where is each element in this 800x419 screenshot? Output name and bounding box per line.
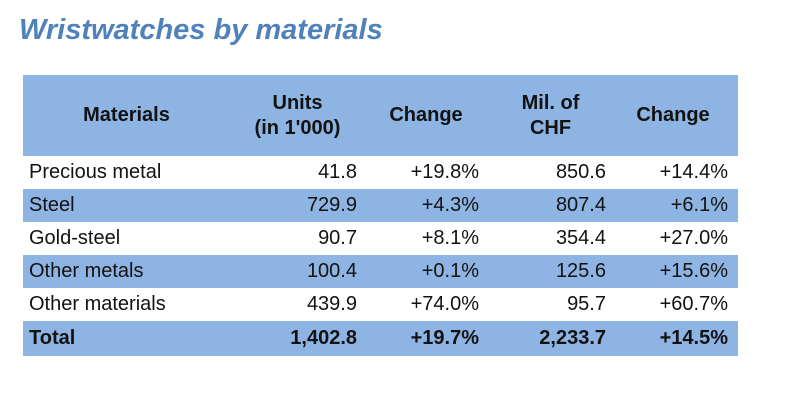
cell-units: 90.7	[318, 227, 357, 249]
cell-change-units: +74.0%	[410, 293, 479, 315]
cell-chf-total: 2,233.7	[487, 321, 614, 356]
header-cell-chf: Mil. of CHF	[487, 75, 614, 156]
cell-units: 100.4	[230, 255, 365, 288]
cell-chf: 807.4	[487, 189, 614, 222]
cell-material-total: Total	[23, 321, 230, 356]
header-cell-change-units: Change	[365, 75, 487, 156]
page-title: Wristwatches by materials	[19, 14, 383, 46]
cell-change-chf: +14.4%	[659, 161, 728, 183]
cell-chf: 354.4	[555, 227, 606, 249]
cell-material: Other materials	[29, 293, 166, 315]
cell-change-units: +19.8%	[410, 161, 479, 183]
table-body: Precious metal 41.8 +19.8% 850.6 +14.4% …	[23, 156, 738, 321]
cell-change-chf: +60.7%	[659, 293, 728, 315]
cell-change-chf: +27.0%	[659, 227, 728, 249]
cell-material: Steel	[23, 189, 230, 222]
cell-units: 729.9	[230, 189, 365, 222]
cell-units-total: 1,402.8	[230, 321, 365, 356]
table-row-other-materials: Other materials 439.9 +74.0% 95.7 +60.7%	[23, 288, 738, 321]
cell-material: Gold-steel	[29, 227, 121, 249]
cell-change-units: +0.1%	[365, 255, 487, 288]
table-header: Materials Units (in 1'000) Change Mil. o…	[23, 75, 738, 156]
header-cell-change-chf: Change	[614, 75, 738, 156]
cell-change-chf-total: +14.5%	[614, 321, 738, 356]
header-cell-materials: Materials	[23, 75, 230, 156]
table-row-gold-steel: Gold-steel 90.7 +8.1% 354.4 +27.0%	[23, 222, 738, 255]
cell-change-units-total: +19.7%	[365, 321, 487, 356]
cell-material: Other metals	[23, 255, 230, 288]
cell-material: Precious metal	[29, 161, 162, 183]
cell-chf: 95.7	[567, 293, 606, 315]
header-cell-units: Units (in 1'000)	[230, 75, 365, 156]
header-row: Materials Units (in 1'000) Change Mil. o…	[23, 75, 738, 156]
materials-table: Materials Units (in 1'000) Change Mil. o…	[23, 75, 738, 356]
cell-change-units: +8.1%	[421, 227, 479, 249]
table-row-precious-metal: Precious metal 41.8 +19.8% 850.6 +14.4%	[23, 156, 738, 189]
cell-units: 439.9	[306, 293, 357, 315]
table-row-steel: Steel 729.9 +4.3% 807.4 +6.1%	[23, 189, 738, 222]
cell-change-chf: +6.1%	[614, 189, 738, 222]
cell-change-units: +4.3%	[365, 189, 487, 222]
cell-change-chf: +15.6%	[614, 255, 738, 288]
table-row-other-metals: Other metals 100.4 +0.1% 125.6 +15.6%	[23, 255, 738, 288]
cell-chf: 125.6	[487, 255, 614, 288]
cell-units: 41.8	[318, 161, 357, 183]
cell-chf: 850.6	[555, 161, 606, 183]
table-row-total: Total 1,402.8 +19.7% 2,233.7 +14.5%	[23, 321, 738, 356]
table-footer: Total 1,402.8 +19.7% 2,233.7 +14.5%	[23, 321, 738, 356]
